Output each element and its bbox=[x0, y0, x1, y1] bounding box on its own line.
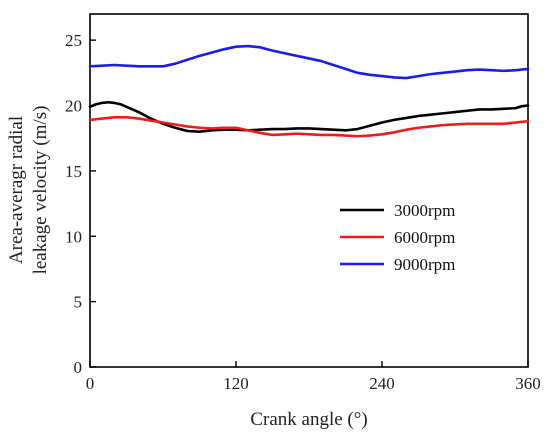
legend-label-3000rpm: 3000rpm bbox=[394, 201, 455, 220]
series-line-6000rpm bbox=[88, 115, 530, 138]
legend: 3000rpm 6000rpm 9000rpm bbox=[340, 201, 455, 274]
y-tick-label: 25 bbox=[65, 31, 82, 50]
y-axis-title-line-1: Area-averagr radial bbox=[6, 116, 27, 264]
series-lines bbox=[88, 44, 530, 138]
y-tick-label: 5 bbox=[74, 293, 83, 312]
legend-label-9000rpm: 9000rpm bbox=[394, 255, 455, 274]
y-tick-label: 20 bbox=[65, 97, 82, 116]
series-line-3000rpm bbox=[88, 100, 530, 133]
x-tick-label: 0 bbox=[86, 374, 95, 393]
axis-ticks: 0 120 240 360 0 5 10 15 20 25 bbox=[65, 31, 541, 393]
y-axis-title: Area-averagr radial leakage velocity (m/… bbox=[6, 106, 51, 275]
y-tick-label: 10 bbox=[65, 227, 82, 246]
x-axis-title: Crank angle (°) bbox=[250, 409, 367, 430]
series-line-9000rpm bbox=[88, 44, 530, 80]
x-tick-label: 120 bbox=[223, 374, 249, 393]
legend-label-6000rpm: 6000rpm bbox=[394, 228, 455, 247]
y-axis-title-line-2: leakage velocity (m/s) bbox=[30, 106, 51, 275]
plot-frame bbox=[89, 13, 529, 368]
x-tick-label: 360 bbox=[515, 374, 541, 393]
y-tick-label: 15 bbox=[65, 162, 82, 181]
y-tick-label: 0 bbox=[74, 358, 83, 377]
x-tick-label: 240 bbox=[369, 374, 395, 393]
